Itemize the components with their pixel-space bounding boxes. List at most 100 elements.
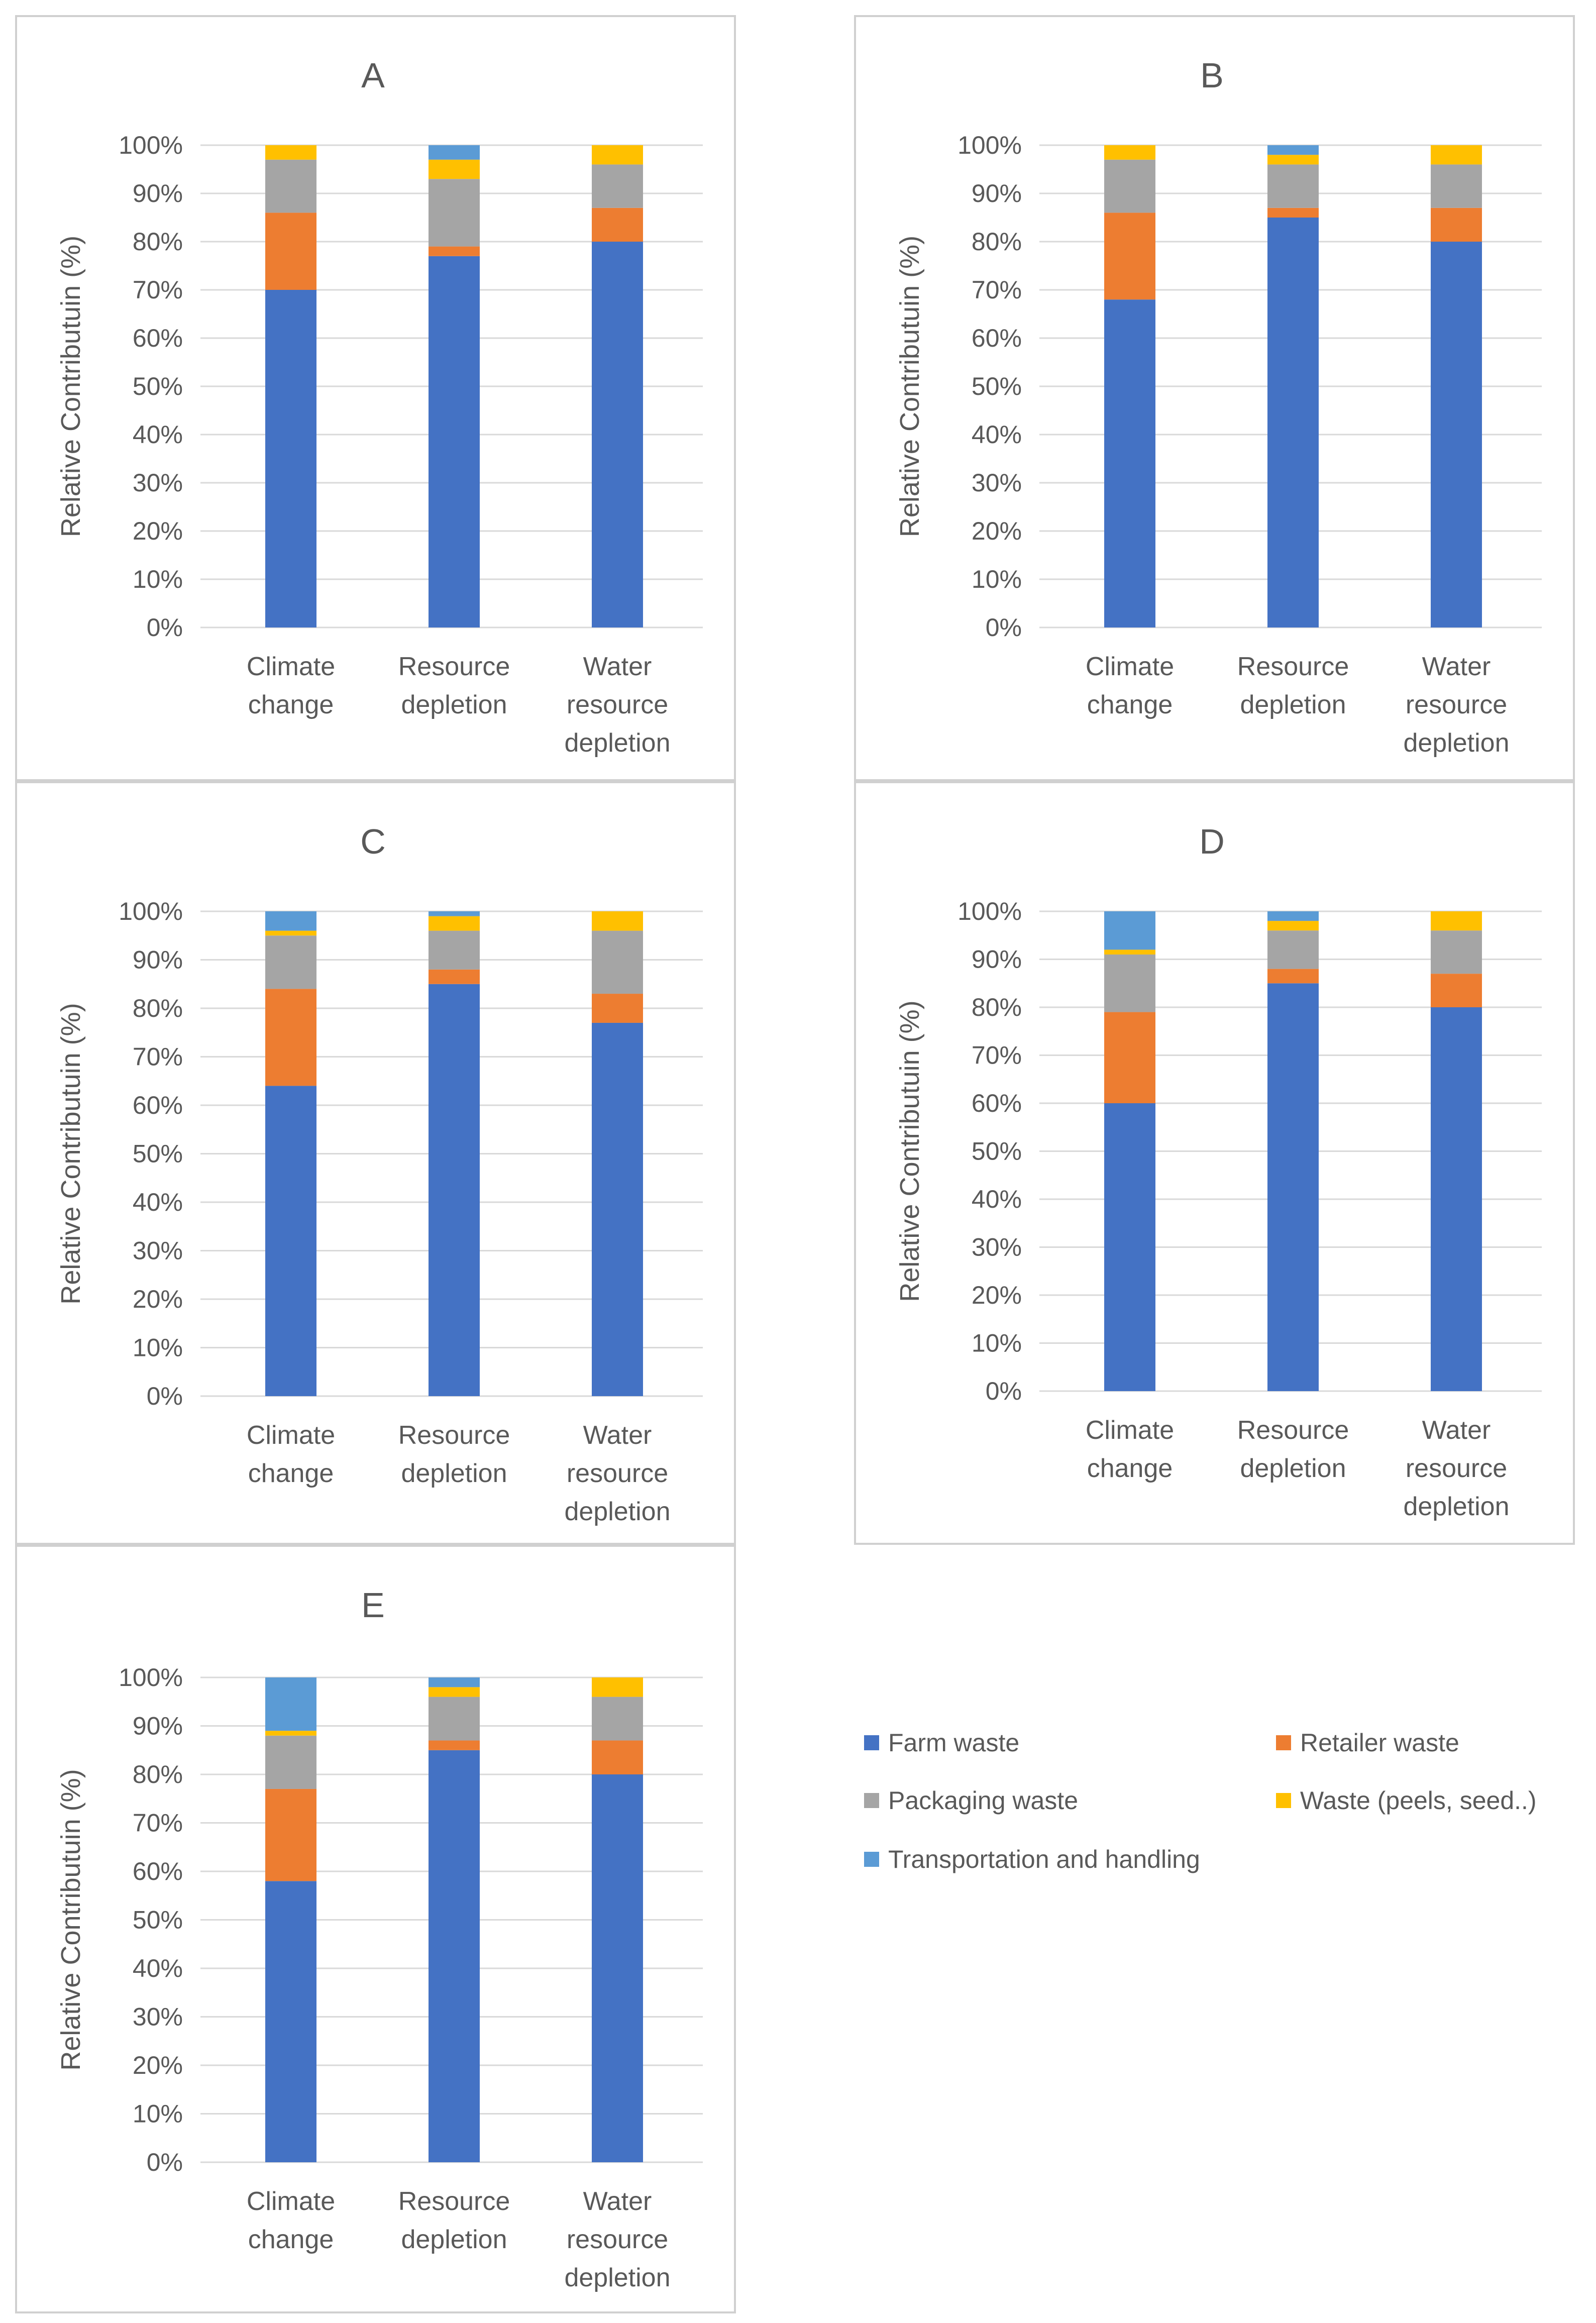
legend-swatch	[1276, 1793, 1291, 1808]
y-axis-title: Relative Contributuin (%)	[56, 236, 86, 537]
y-tick-label: 40%	[133, 1954, 183, 1982]
x-tick-label: Climate	[247, 1421, 335, 1450]
chart-title: E	[361, 1586, 385, 1625]
y-tick-label: 60%	[972, 1089, 1022, 1117]
x-tick-label: Climate	[247, 652, 335, 681]
bar-segment-2	[592, 1740, 643, 1774]
x-tick-label: change	[248, 2225, 334, 2254]
y-tick-label: 30%	[133, 2003, 183, 2031]
chart-panel-b: 0% 10% 20% 30% 40% 50% 60% 70% 80% 90% 100% Climate…	[854, 15, 1575, 781]
x-tick-label: change	[248, 1459, 334, 1488]
x-tick-label: Resource	[1237, 652, 1349, 681]
chart-title: C	[360, 822, 386, 861]
y-tick-label: 10%	[972, 565, 1022, 593]
x-tick-label: Water	[583, 1421, 652, 1450]
y-tick-label: 10%	[972, 1329, 1022, 1357]
bar-segment-4	[265, 145, 316, 160]
x-tick-label: depletion	[401, 1459, 507, 1488]
bar-segment-4	[1267, 155, 1319, 165]
x-tick-label: depletion	[401, 690, 507, 719]
y-tick-label: 0%	[147, 1382, 183, 1410]
bar-segment-4	[1267, 921, 1319, 931]
x-tick-label: Climate	[247, 2187, 335, 2216]
x-tick-label: depletion	[1403, 728, 1509, 758]
y-tick-label: 100%	[119, 897, 183, 925]
y-tick-label: 60%	[972, 324, 1022, 352]
bar-segment-3	[265, 935, 316, 989]
x-tick-label: depletion	[1403, 1492, 1509, 1521]
chart-title: A	[361, 56, 385, 95]
bar-segment-3	[1267, 930, 1319, 969]
y-tick-label: 70%	[133, 1809, 183, 1837]
bar-segment-1	[1104, 299, 1155, 627]
bar-segment-2	[265, 213, 316, 290]
x-tick-label: Water	[583, 652, 652, 681]
y-tick-label: 20%	[133, 1285, 183, 1313]
bar-segment-5	[429, 1677, 480, 1687]
bar-segment-3	[1267, 164, 1319, 208]
legend-swatch	[864, 1793, 879, 1808]
bar-segment-3	[429, 930, 480, 970]
bar-segment-4	[1104, 145, 1155, 160]
legend-label: Retailer waste	[1300, 1729, 1459, 1757]
bar-segment-1	[429, 984, 480, 1396]
y-tick-label: 80%	[972, 993, 1022, 1021]
y-tick-label: 80%	[133, 994, 183, 1022]
y-tick-label: 10%	[133, 1334, 183, 1362]
bar-segment-2	[1267, 207, 1319, 218]
x-tick-label: Climate	[1086, 652, 1174, 681]
x-tick-label: change	[1087, 690, 1173, 719]
legend-item-transportation-handling: Transportation and handling	[864, 1845, 1200, 1874]
bar-segment-1	[429, 256, 480, 627]
y-tick-label: 20%	[972, 517, 1022, 545]
x-tick-label: Resource	[398, 652, 510, 681]
legend-item-retailer-waste: Retailer waste	[1276, 1728, 1459, 1757]
y-tick-label: 100%	[957, 131, 1022, 159]
bar-segment-3	[1431, 164, 1482, 208]
bar-segment-1	[265, 1086, 316, 1396]
chart-svg: 0% 10% 20% 30% 40% 50% 60% 70% 80% 90% 100% Climate…	[895, 56, 1542, 758]
bar-segment-2	[265, 989, 316, 1086]
bar-segment-4	[1104, 949, 1155, 955]
bar-segment-3	[265, 1735, 316, 1789]
chart-panel-e: 0% 10% 20% 30% 40% 50% 60% 70% 80% 90% 100% Climate…	[15, 1545, 736, 2313]
bar-segment-2	[592, 994, 643, 1023]
bar-segment-1	[1431, 1007, 1482, 1391]
bar-segment-1	[265, 290, 316, 627]
bar-segment-2	[1104, 1012, 1155, 1103]
chart-legend: Farm waste Retailer waste Packaging wast…	[864, 1713, 1577, 1879]
y-tick-label: 50%	[133, 1140, 183, 1168]
y-tick-label: 40%	[972, 1185, 1022, 1213]
bar-segment-3	[265, 159, 316, 213]
legend-swatch	[864, 1852, 879, 1867]
chart-svg: 0% 10% 20% 30% 40% 50% 60% 70% 80% 90% 100% Climate…	[56, 56, 703, 758]
bar-segment-5	[429, 911, 480, 916]
x-tick-label: depletion	[564, 1497, 670, 1526]
bar-segment-2	[429, 1740, 480, 1750]
x-tick-label: resource	[1406, 1454, 1507, 1483]
x-tick-label: Water	[1422, 1416, 1491, 1445]
bar-segment-4	[265, 930, 316, 936]
x-tick-label: resource	[567, 2225, 668, 2254]
legend-swatch	[1276, 1735, 1291, 1750]
y-tick-label: 40%	[972, 420, 1022, 449]
bar-segment-2	[429, 969, 480, 984]
x-tick-label: resource	[567, 690, 668, 719]
bar-segment-5	[429, 145, 480, 160]
bar-segment-3	[592, 1697, 643, 1741]
y-tick-label: 30%	[972, 469, 1022, 497]
bar-segment-4	[429, 1687, 480, 1697]
bar-segment-1	[429, 1750, 480, 2162]
y-axis-title: Relative Contributuin (%)	[895, 236, 925, 537]
chart-panel-d: 0% 10% 20% 30% 40% 50% 60% 70% 80% 90% 100% Climate…	[854, 781, 1575, 1545]
x-tick-label: depletion	[564, 728, 670, 758]
x-tick-label: Climate	[1086, 1416, 1174, 1445]
legend-label: Waste (peels, seed..)	[1300, 1786, 1537, 1815]
bar-segment-4	[429, 916, 480, 931]
x-tick-label: Water	[583, 2187, 652, 2216]
bar-segment-2	[1431, 207, 1482, 242]
y-tick-label: 20%	[133, 2051, 183, 2079]
bar-segment-2	[265, 1788, 316, 1881]
bar-segment-2	[1267, 969, 1319, 984]
y-tick-label: 90%	[133, 1712, 183, 1740]
